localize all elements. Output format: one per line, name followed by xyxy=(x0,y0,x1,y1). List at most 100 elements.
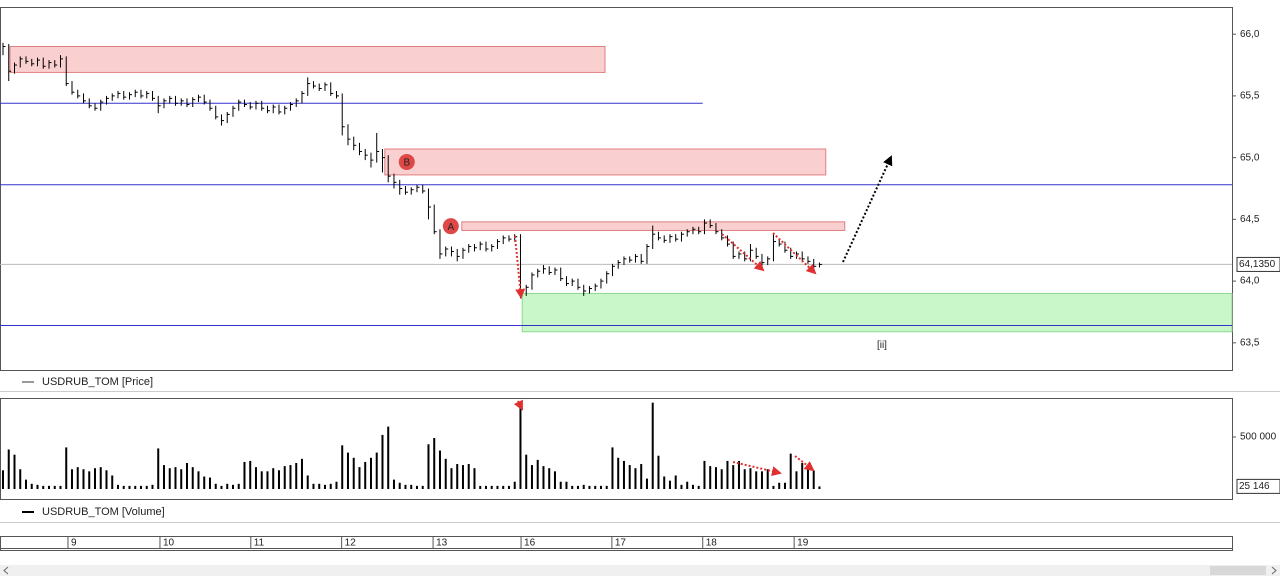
volume-bar xyxy=(766,469,769,489)
volume-bar xyxy=(559,481,562,489)
y-tick-label: 64,5 xyxy=(1240,214,1260,225)
volume-bar xyxy=(208,477,211,489)
volume-bar xyxy=(674,475,677,489)
x-tick-label: 10 xyxy=(163,538,175,549)
volume-bar xyxy=(375,452,378,489)
volume-bar xyxy=(203,476,206,489)
volume-bar xyxy=(30,483,33,489)
volume-bar xyxy=(801,463,804,489)
volume-bar xyxy=(473,468,476,489)
volume-bar xyxy=(571,485,574,489)
volume-bar xyxy=(318,483,321,489)
volume-bar xyxy=(605,485,608,489)
x-tick-label: 19 xyxy=(797,538,809,549)
volume-bar xyxy=(128,485,131,489)
volume-bar xyxy=(490,485,493,489)
volume-bar xyxy=(398,482,401,489)
y-tick-label: 66,0 xyxy=(1240,29,1260,40)
arrow xyxy=(772,232,817,275)
volume-bar xyxy=(157,448,160,489)
arrow xyxy=(721,233,765,272)
volume-bar xyxy=(484,485,487,489)
volume-bar xyxy=(47,485,50,489)
volume-bar xyxy=(599,485,602,489)
volume-bar xyxy=(404,484,407,489)
arrow xyxy=(513,399,523,411)
volume-bar xyxy=(548,468,551,489)
zone-label: A xyxy=(447,222,454,233)
volume-bar xyxy=(686,481,689,489)
volume-bar xyxy=(59,485,62,489)
volume-bar xyxy=(795,471,798,489)
volume-bar xyxy=(185,463,188,489)
arrow xyxy=(842,155,893,263)
volume-bar xyxy=(772,485,775,489)
scrollbar[interactable] xyxy=(0,565,1280,576)
volume-bar xyxy=(65,447,68,489)
volume-bar xyxy=(392,479,395,489)
arrow xyxy=(732,461,782,477)
scroll-left[interactable] xyxy=(3,566,9,575)
volume-bar xyxy=(220,485,223,489)
volume-bar xyxy=(111,475,114,489)
volume-bar xyxy=(640,464,643,489)
y-tick-label: 63,5 xyxy=(1240,337,1260,348)
volume-bar xyxy=(732,465,735,489)
volume-bar xyxy=(594,485,597,489)
zone xyxy=(384,148,827,176)
volume-bar xyxy=(450,468,453,489)
x-tick-label: 9 xyxy=(71,538,77,549)
volume-bar xyxy=(525,454,528,489)
last-value-box xyxy=(1236,478,1280,494)
x-tick-label: 17 xyxy=(615,538,627,549)
volume-bar xyxy=(53,485,56,489)
annotation: [ii] xyxy=(877,340,887,351)
volume-bar xyxy=(582,484,585,489)
volume-bar xyxy=(335,481,338,489)
volume-bar xyxy=(502,485,505,489)
scroll-thumb[interactable] xyxy=(1210,566,1266,575)
volume-bar xyxy=(461,465,464,489)
volume-bar xyxy=(145,485,148,489)
volume-bar xyxy=(479,485,482,489)
volume-bar xyxy=(513,481,516,489)
volume-bar xyxy=(622,460,625,489)
scroll-right[interactable] xyxy=(1271,566,1277,575)
volume-bar xyxy=(134,485,137,489)
volume-bar xyxy=(576,485,579,489)
volume-bar xyxy=(82,469,85,489)
volume-bar xyxy=(214,483,217,489)
volume-bar xyxy=(88,471,91,489)
volume-bar xyxy=(266,471,269,489)
volume-bar xyxy=(300,458,303,489)
volume-bar xyxy=(726,460,729,489)
volume-bar xyxy=(168,468,171,489)
volume-bar xyxy=(714,467,717,489)
volume-bar xyxy=(536,459,539,489)
zone xyxy=(9,46,606,73)
volume-bar xyxy=(588,485,591,489)
last-value-box xyxy=(1236,256,1280,272)
volume-bar xyxy=(691,484,694,489)
price-panel xyxy=(0,7,1233,371)
volume-bar xyxy=(341,445,344,489)
volume-bar xyxy=(93,468,96,489)
volume-bar xyxy=(760,471,763,489)
time-axis xyxy=(0,536,1233,551)
volume-bar xyxy=(243,461,246,489)
volume-bar xyxy=(174,467,177,489)
volume-bar xyxy=(76,467,79,489)
volume-bar xyxy=(277,470,280,489)
volume-bar xyxy=(755,471,758,489)
volume-bar xyxy=(519,401,522,489)
volume-bar xyxy=(542,466,545,489)
volume-bar xyxy=(226,483,229,489)
volume-bar xyxy=(191,467,194,489)
volume-bar xyxy=(70,469,73,489)
x-tick-label: 11 xyxy=(254,538,265,549)
volume-bar xyxy=(421,485,424,489)
volume-bar xyxy=(438,450,441,489)
volume-bar xyxy=(364,461,367,489)
volume-bar xyxy=(668,480,671,489)
